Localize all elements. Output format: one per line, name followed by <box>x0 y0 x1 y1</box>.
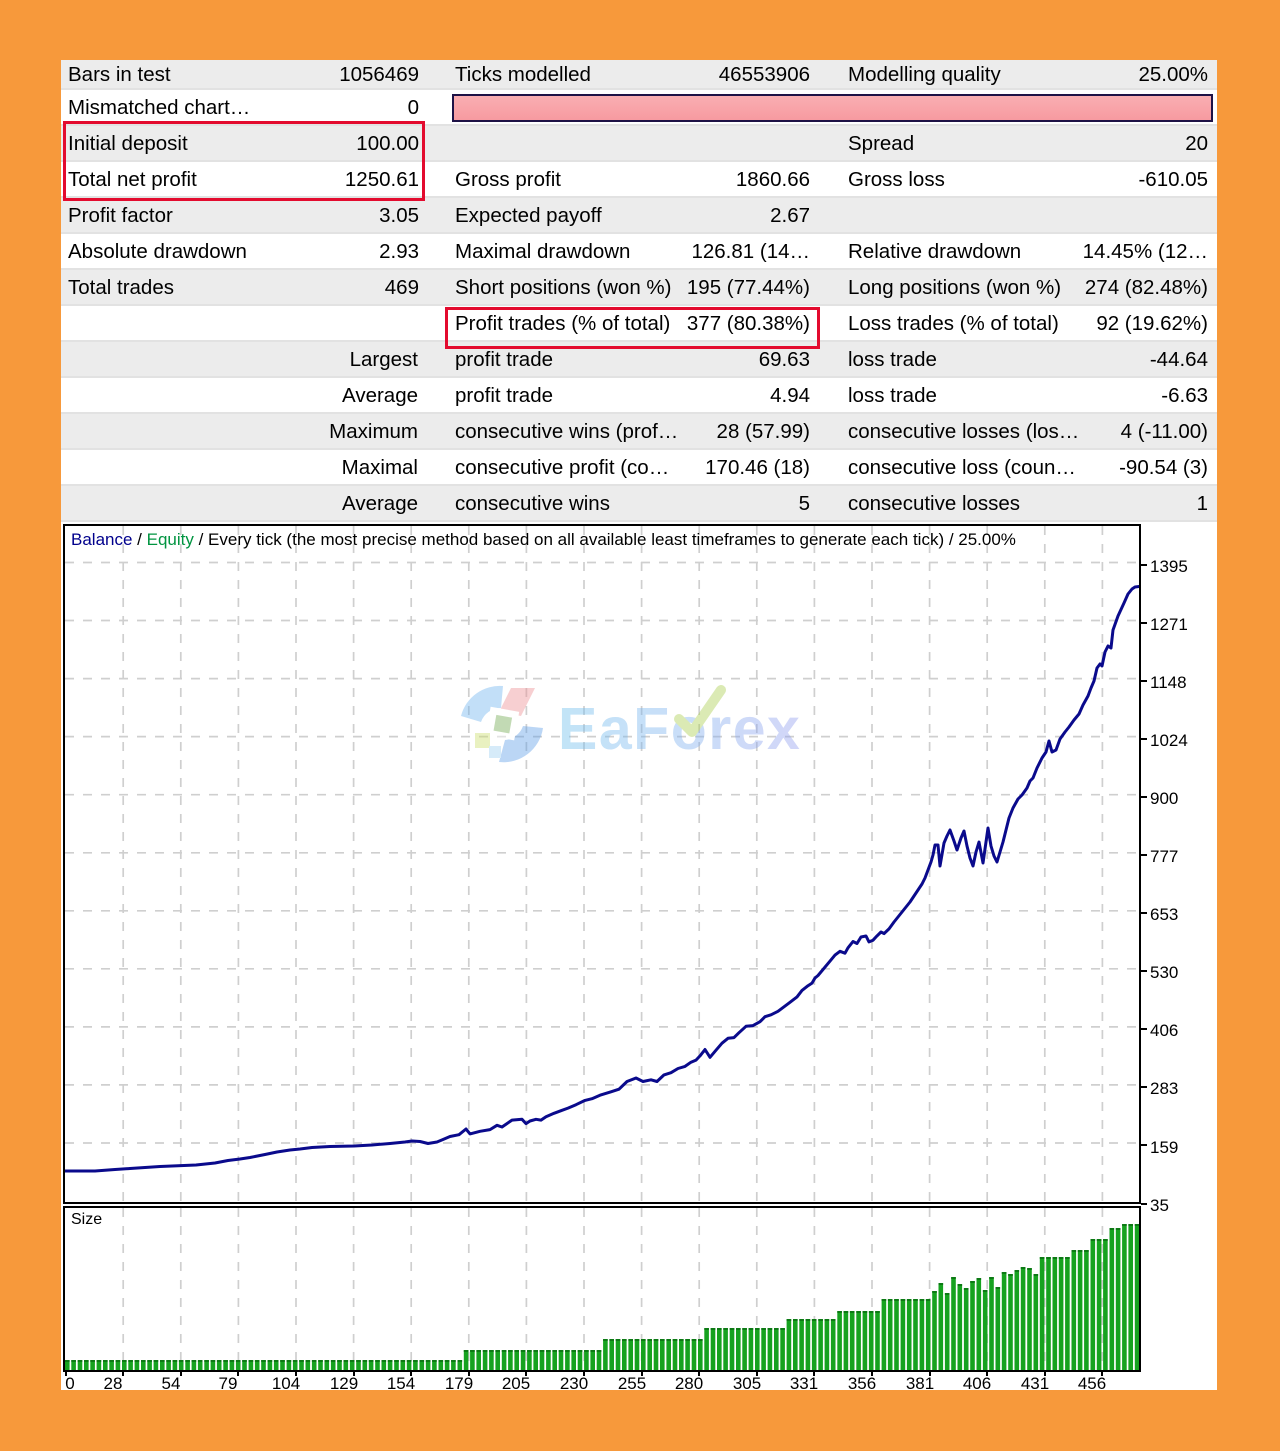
svg-text:EaForex: EaForex <box>558 696 801 762</box>
